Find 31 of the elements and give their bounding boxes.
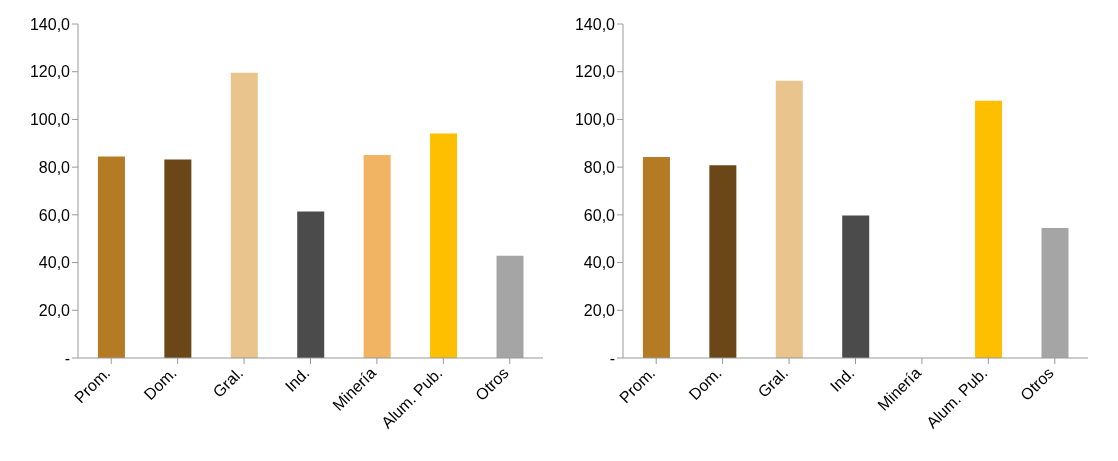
bar <box>164 159 192 358</box>
y-tick-label: 100,0 <box>574 111 616 129</box>
bar <box>975 100 1003 358</box>
bar <box>709 165 737 358</box>
y-tick-label: 20,0 <box>38 301 71 319</box>
bar <box>363 154 391 358</box>
bar <box>97 156 125 358</box>
y-tick-label: 60,0 <box>38 206 71 224</box>
y-tick-label: 120,0 <box>29 63 71 81</box>
y-tick-label: - <box>64 349 70 367</box>
bar <box>230 72 258 358</box>
y-tick-label: 120,0 <box>574 63 616 81</box>
y-tick-label: 40,0 <box>38 254 71 272</box>
y-tick-label: 100,0 <box>29 111 71 129</box>
x-tick-label: Gral. <box>209 364 247 401</box>
y-tick-label: 140,0 <box>29 15 71 33</box>
bar <box>775 80 803 358</box>
y-tick-label: 40,0 <box>583 254 616 272</box>
x-tick-label: Ind. <box>281 364 313 395</box>
y-tick-label: 80,0 <box>583 158 616 176</box>
y-tick-label: 20,0 <box>583 301 616 319</box>
x-tick-label: Ind. <box>826 364 858 395</box>
bar <box>642 156 670 358</box>
y-tick-label: 80,0 <box>38 158 71 176</box>
y-tick-label: 60,0 <box>583 206 616 224</box>
bar <box>430 133 458 358</box>
y-tick-label: - <box>609 349 615 367</box>
y-tick-label: 140,0 <box>574 15 616 33</box>
bar <box>842 215 870 358</box>
x-tick-label: Gral. <box>754 364 792 401</box>
bar <box>297 211 325 358</box>
